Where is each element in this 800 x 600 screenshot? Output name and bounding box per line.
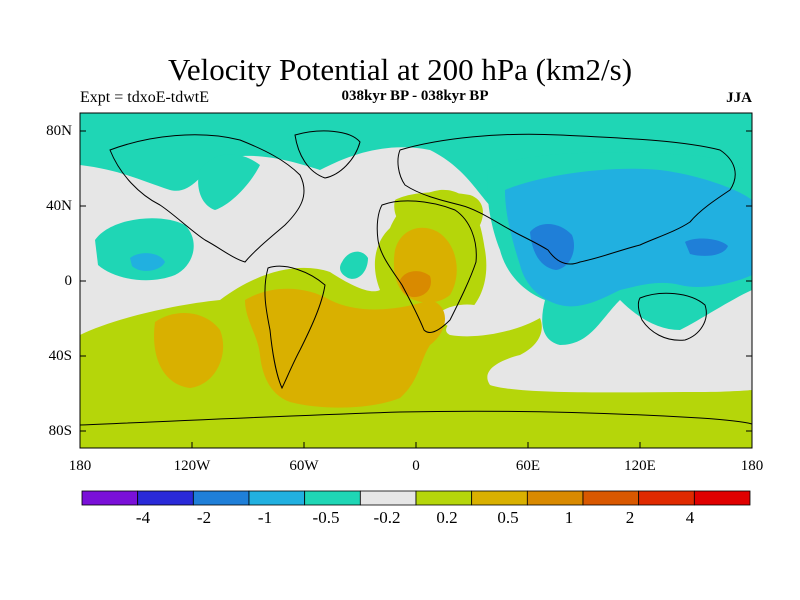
coastline-africa <box>376 200 477 333</box>
colorbar-label: -0.5 <box>312 508 340 527</box>
teal-region-pacific <box>95 218 194 281</box>
xtick-label-180e: 180 <box>740 458 764 474</box>
colorbar-box <box>248 490 306 506</box>
xtick-label-0: 0 <box>412 458 420 474</box>
ytick-label-80s: 80S <box>48 423 72 439</box>
colorbar-label: 1 <box>564 508 574 527</box>
orange-region-south-america <box>245 288 445 408</box>
ticks <box>79 130 753 448</box>
ytick-label-40n: 40N <box>46 198 72 214</box>
green-region-north-africa <box>394 192 483 230</box>
coastline-north-america <box>109 134 305 263</box>
season-label: JJA <box>726 90 752 106</box>
blue-region-india <box>530 224 575 270</box>
experiment-label: Expt = tdxoE-tdwtE <box>80 89 210 106</box>
teal-region-greenland <box>198 154 260 210</box>
map-title: Velocity Potential at 200 hPa (km2/s) <box>167 52 633 87</box>
colorbar-box <box>693 490 751 506</box>
colorbar-box <box>304 490 361 506</box>
coastline-south-america <box>264 265 326 390</box>
coastline-eurasia <box>397 133 736 265</box>
coastline-greenland <box>294 130 361 179</box>
coastline-antarctica <box>80 410 752 426</box>
xtick-label-180w: 180 <box>68 458 92 474</box>
ytick-label-80n: 80N <box>46 123 72 139</box>
neutral-region-south-atlantic <box>439 304 492 329</box>
colorbar-label: -0.2 <box>373 508 401 527</box>
colorbar-label: 4 <box>685 508 695 527</box>
colorbar-box <box>137 490 194 506</box>
lightblue-region-asia <box>505 168 752 307</box>
darkorange-region-africa <box>399 271 431 298</box>
colorbar-label: -1 <box>257 508 273 527</box>
colorbar-box <box>192 490 250 506</box>
colorbar-box <box>526 490 584 506</box>
orange-region-south-pacific <box>154 312 224 388</box>
colorbar-box <box>359 490 417 506</box>
ytick-label-0: 0 <box>64 273 73 289</box>
colorbar-box <box>638 490 695 506</box>
colorbar-label: -4 <box>135 508 151 527</box>
colorbar-label: -2 <box>196 508 212 527</box>
xtick-label-120e: 120E <box>624 458 656 474</box>
colorbar-box <box>582 490 640 506</box>
xtick-label-60w: 60W <box>289 458 319 474</box>
teal-region-arctic <box>80 113 752 215</box>
colorbar-label: 2 <box>625 508 635 527</box>
blue-region-pacific <box>685 238 728 256</box>
colorbar-label: 0.2 <box>436 508 458 527</box>
colorbar-box <box>415 490 473 506</box>
colorbar-box <box>471 490 528 506</box>
lightblue-region-pacific <box>130 253 165 271</box>
coastline-australia <box>637 292 707 341</box>
colorbar <box>81 490 751 506</box>
xtick-label-60e: 60E <box>515 458 541 474</box>
velocity-potential-field <box>80 113 752 448</box>
ytick-label-40s: 40S <box>48 348 72 364</box>
xtick-label-120w: 120W <box>173 458 211 474</box>
colorbar-label: 0.5 <box>497 508 519 527</box>
colorbar-box <box>81 490 139 506</box>
coastlines <box>80 130 752 426</box>
period-label: 038kyr BP - 038kyr BP <box>341 88 489 104</box>
teal-region-atlantic <box>340 251 368 279</box>
